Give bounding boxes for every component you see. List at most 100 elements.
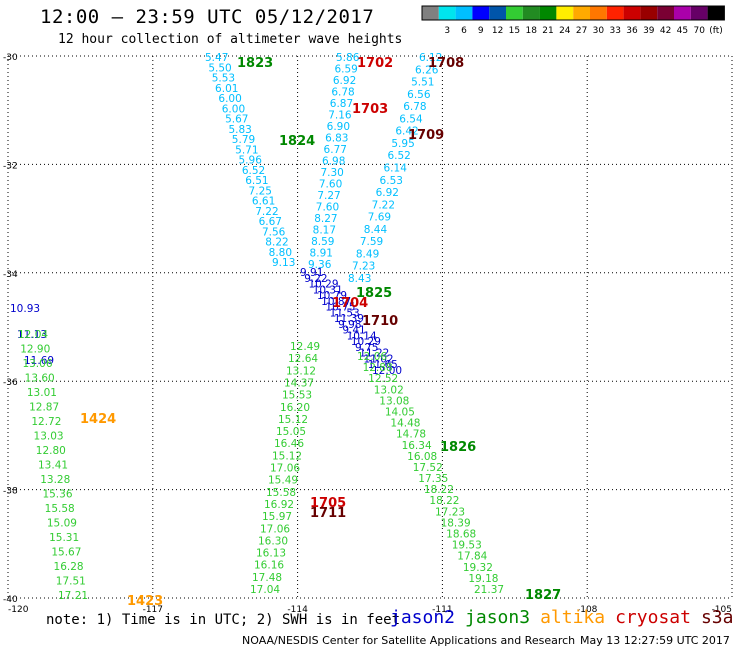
colorbar-tick-label: 45: [677, 26, 688, 36]
wave-height-value: 6.26: [415, 64, 439, 76]
wave-height-value: 17.52: [413, 462, 443, 474]
latitude-tick-label: -36: [3, 378, 18, 388]
wave-height-value: 10.93: [10, 303, 40, 315]
pass-number-label: 1703: [352, 102, 388, 117]
colorbar-swatch: [506, 6, 523, 20]
wave-height-value: 12.80: [36, 445, 66, 457]
wave-height-value: 6.53: [380, 175, 403, 187]
colorbar-swatch: [640, 6, 658, 20]
wave-height-value: 7.27: [317, 190, 340, 202]
wave-height-value: 14.78: [396, 429, 426, 441]
wave-height-value: 17.23: [435, 506, 465, 518]
colorbar-swatch: [707, 6, 725, 20]
wave-height-value: 8.91: [310, 248, 333, 260]
wave-height-value: 17.06: [270, 463, 300, 475]
pass-number-label: 1423: [127, 594, 163, 609]
colorbar-tick-label: 21: [542, 26, 553, 36]
wave-height-value: 10.75: [325, 302, 355, 314]
wave-height-value: 15.49: [268, 475, 298, 487]
colorbar-tick-label: 42: [660, 26, 671, 36]
colorbar-frame: [421, 5, 725, 21]
wave-height-value: 18.68: [446, 529, 476, 541]
longitude-tick-label: -108: [577, 605, 598, 615]
wave-height-value: 14.48: [390, 418, 420, 430]
footer-timestamp: May 13 12:27:59 UTC 2017: [580, 634, 730, 647]
wave-height-value: 13.03: [34, 431, 64, 443]
wave-height-value: 8.17: [313, 225, 336, 237]
wave-height-value: 6.00: [218, 93, 241, 105]
wave-height-value: 12.52: [368, 373, 398, 385]
wave-height-value: 8.49: [356, 248, 379, 260]
wave-height-value: 5.67: [225, 114, 248, 126]
wave-height-value: 8.80: [269, 247, 292, 259]
wave-height-value: 16.28: [54, 561, 84, 573]
wave-height-value: 9.22: [304, 273, 327, 285]
wave-height-value: 11.39: [334, 313, 364, 325]
wave-height-value: 11.02: [364, 353, 394, 365]
units-note: note: 1) Time is in UTC; 2) SWH is in fe…: [46, 612, 401, 628]
wave-height-value: 6.77: [324, 144, 347, 156]
wave-height-value: 5.95: [391, 138, 414, 150]
wave-height-value: 7.30: [320, 167, 343, 179]
satellite-legend-altika: altika: [540, 607, 606, 628]
pass-number-label: 1827: [525, 588, 561, 603]
wave-height-value: 6.90: [327, 121, 350, 133]
wave-height-value: 17.48: [252, 572, 282, 584]
wave-height-value: 5.50: [208, 62, 231, 74]
pass-number-label: 1705: [310, 496, 346, 511]
colorbar-swatch: [556, 6, 574, 20]
wave-height-value: 8.44: [364, 224, 388, 236]
wave-height-value: 15.58: [266, 487, 296, 499]
wave-height-value: 19.53: [452, 540, 482, 552]
latitude-tick-label: -34: [3, 270, 18, 280]
wave-height-value: 15.58: [45, 503, 75, 515]
wave-height-value: 18.39: [441, 517, 471, 529]
wave-height-value: 16.20: [280, 402, 310, 414]
wave-height-value: 16.08: [407, 451, 437, 463]
wave-height-value: 13.12: [286, 365, 316, 377]
wave-height-value: 12.72: [31, 416, 61, 428]
wave-height-value: 7.60: [319, 179, 342, 191]
colorbar-swatch: [657, 6, 674, 20]
pass-number-label: 1708: [428, 56, 464, 71]
colorbar-swatch: [489, 6, 506, 20]
wave-height-value: 10.29: [351, 336, 381, 348]
wave-height-value: 17.35: [418, 473, 448, 485]
colorbar-swatch: [472, 6, 490, 20]
wave-height-value: 10.29: [308, 279, 338, 291]
pass-number-label: 1824: [279, 134, 315, 149]
wave-height-value: 8.59: [311, 236, 334, 248]
wave-height-value: 7.22: [372, 199, 395, 211]
wave-height-value: 6.92: [376, 187, 399, 199]
wave-height-value: 13.60: [25, 373, 55, 385]
wave-height-value: 6.59: [334, 64, 357, 76]
wave-height-value: 5.86: [336, 52, 360, 64]
colorbar-swatch: [674, 6, 691, 20]
wave-height-value: 12.64: [288, 353, 318, 365]
wave-height-value: 5.96: [239, 155, 263, 167]
wave-height-value: 6.42: [395, 126, 418, 138]
wave-height-value: 6.54: [399, 113, 423, 125]
wave-height-value: 5.71: [235, 144, 258, 156]
colorbar-tick-label: 24: [559, 26, 571, 36]
wave-height-value: 5.53: [212, 73, 235, 85]
colorbar-tick-label: 27: [576, 26, 587, 36]
wave-height-value: 11.69: [24, 355, 54, 367]
wave-height-value: 16.34: [402, 440, 432, 452]
wave-height-value: 13.08: [379, 395, 409, 407]
longitude-tick-label: -111: [432, 605, 452, 615]
wave-height-value: 6.92: [333, 75, 356, 87]
pass-number-label: 1823: [237, 56, 273, 71]
wave-height-value: 14.37: [284, 377, 314, 389]
wave-height-value: 7.56: [262, 226, 286, 238]
wave-height-value: 6.61: [252, 196, 275, 208]
wave-height-value: 14.05: [385, 406, 415, 418]
colorbar-swatch: [590, 6, 607, 20]
wave-height-value: 10.87: [321, 296, 351, 308]
wave-height-value: 6.52: [387, 150, 410, 162]
page-title: 12:00 – 23:59 UTC 05/12/2017: [40, 6, 375, 28]
wave-height-value: 21.37: [474, 584, 504, 596]
wave-height-value: 13.06: [22, 358, 52, 370]
wave-height-value: 10.31: [313, 284, 343, 296]
